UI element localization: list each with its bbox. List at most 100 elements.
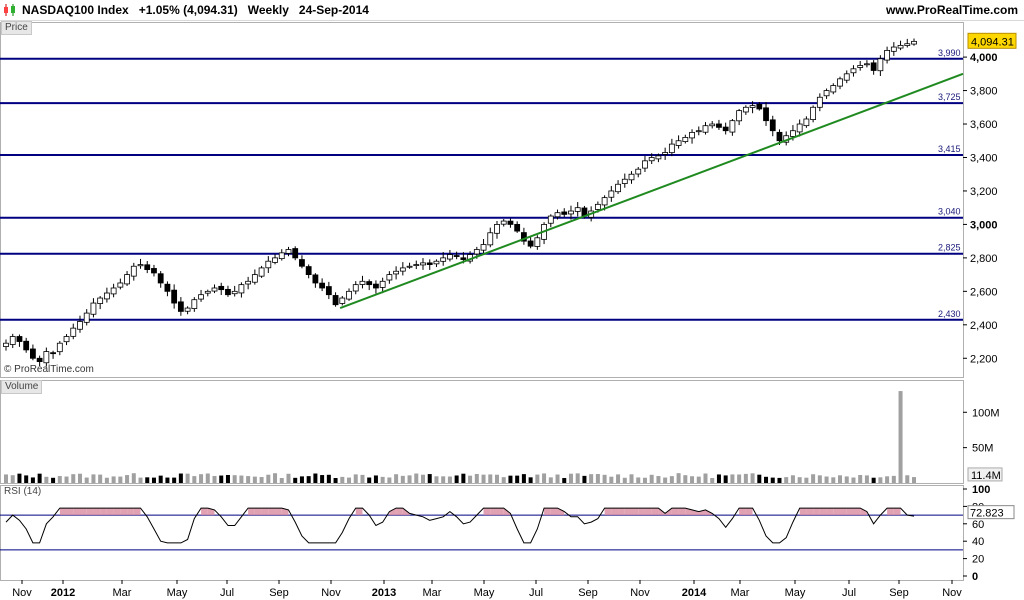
- candle-body: [460, 257, 467, 260]
- volume-bar: [824, 476, 829, 483]
- rsi-overbought-fill: [275, 508, 282, 516]
- candle-body: [285, 249, 292, 254]
- rsi-panel-frame: [0, 485, 964, 581]
- candle-body: [278, 252, 285, 260]
- rsi-last-label: 72.823: [970, 508, 1004, 520]
- rsi-overbought-fill: [698, 509, 706, 516]
- candle-body: [83, 312, 90, 323]
- volume-bar: [562, 478, 567, 483]
- volume-bar: [84, 477, 89, 483]
- x-axis-label: May: [167, 587, 188, 599]
- volume-bar: [252, 476, 257, 483]
- candle-body: [373, 283, 379, 289]
- volume-bar: [199, 474, 204, 483]
- candle-body: [171, 289, 178, 304]
- candle-body: [130, 265, 137, 277]
- volume-bar: [817, 475, 822, 483]
- candle-body: [3, 342, 9, 347]
- price-ytick-label: 4,000: [970, 52, 998, 64]
- volume-bar: [716, 474, 721, 483]
- volume-bar: [723, 475, 728, 483]
- volume-bar: [784, 477, 789, 483]
- candle-body: [480, 244, 487, 251]
- candle-body: [352, 284, 359, 292]
- volume-bar: [387, 477, 392, 483]
- volume-bar: [306, 476, 311, 483]
- volume-bar: [690, 476, 695, 483]
- candle-body: [689, 131, 695, 139]
- candle-body: [447, 254, 453, 260]
- rsi-overbought-fill: [611, 508, 619, 516]
- volume-bar: [192, 476, 197, 483]
- candle-body: [359, 280, 366, 285]
- volume-bar: [555, 474, 560, 483]
- candle-body: [763, 107, 769, 122]
- price-ytick-label: 3,400: [970, 152, 998, 164]
- volume-bar: [333, 478, 338, 483]
- last-price-badge: [967, 32, 1017, 49]
- volume-bar: [636, 477, 641, 483]
- candle-body: [574, 207, 581, 212]
- volume-bar: [131, 473, 136, 483]
- rsi-overbought-fill: [100, 508, 107, 516]
- volume-bar: [797, 477, 802, 483]
- volume-bar: [4, 474, 8, 483]
- candle-body: [292, 248, 299, 259]
- volume-bar: [703, 473, 708, 483]
- candle-body: [258, 267, 265, 277]
- candle-body: [211, 287, 218, 292]
- candle-body: [406, 265, 413, 268]
- volume-bar: [521, 474, 526, 483]
- candle-body: [312, 274, 319, 284]
- site-url[interactable]: www.ProRealTime.com: [885, 3, 1018, 17]
- candle-body: [420, 262, 426, 266]
- rsi-overbought-fill: [557, 508, 565, 516]
- x-axis-label: Mar: [113, 587, 132, 599]
- price-ytick-label: 3,800: [970, 86, 998, 98]
- volume-bar: [407, 475, 412, 483]
- x-axis-label: May: [474, 587, 495, 599]
- volume-bar: [172, 477, 177, 483]
- rsi-overbought-fill: [389, 508, 397, 516]
- support-level-label: 3,725: [938, 92, 961, 102]
- candle-body: [756, 103, 763, 110]
- candle-body: [850, 68, 857, 74]
- x-axis-label: Sep: [889, 587, 909, 599]
- volume-bar: [414, 473, 419, 483]
- volume-bar: [589, 474, 594, 483]
- volume-bar: [51, 477, 56, 483]
- candle-body: [655, 155, 662, 160]
- candle-body: [305, 266, 312, 276]
- candle-body: [399, 267, 406, 272]
- candle-body: [702, 125, 709, 133]
- candle-body: [90, 302, 97, 315]
- candle-body: [776, 131, 783, 142]
- volume-bar: [57, 476, 62, 483]
- volume-bar: [185, 473, 190, 483]
- candle-body: [251, 274, 258, 283]
- rsi-overbought-fill: [644, 508, 652, 516]
- volume-bar: [750, 473, 755, 483]
- rsi-overbought-fill: [113, 508, 121, 516]
- candle-body: [554, 212, 561, 218]
- volume-bar: [871, 477, 876, 483]
- price-panel-tag: Price: [1, 21, 32, 35]
- candle-body: [736, 110, 743, 122]
- candle-body: [332, 295, 339, 306]
- x-axis-label: Sep: [269, 587, 289, 599]
- candle-body: [668, 143, 675, 154]
- candle-body: [594, 203, 601, 210]
- volume-bar: [293, 477, 298, 483]
- candle-body: [23, 340, 30, 351]
- candle-body: [453, 255, 460, 257]
- rsi-overbought-fill: [893, 508, 901, 516]
- volume-bar: [246, 476, 251, 483]
- price-ytick-label: 2,200: [970, 353, 998, 365]
- volume-bar: [663, 477, 668, 483]
- candle-body: [608, 190, 615, 198]
- volume-bar: [279, 478, 284, 483]
- volume-bar: [575, 473, 580, 483]
- volume-bar: [37, 473, 42, 483]
- candle-body: [265, 260, 272, 269]
- volume-bar: [326, 474, 331, 483]
